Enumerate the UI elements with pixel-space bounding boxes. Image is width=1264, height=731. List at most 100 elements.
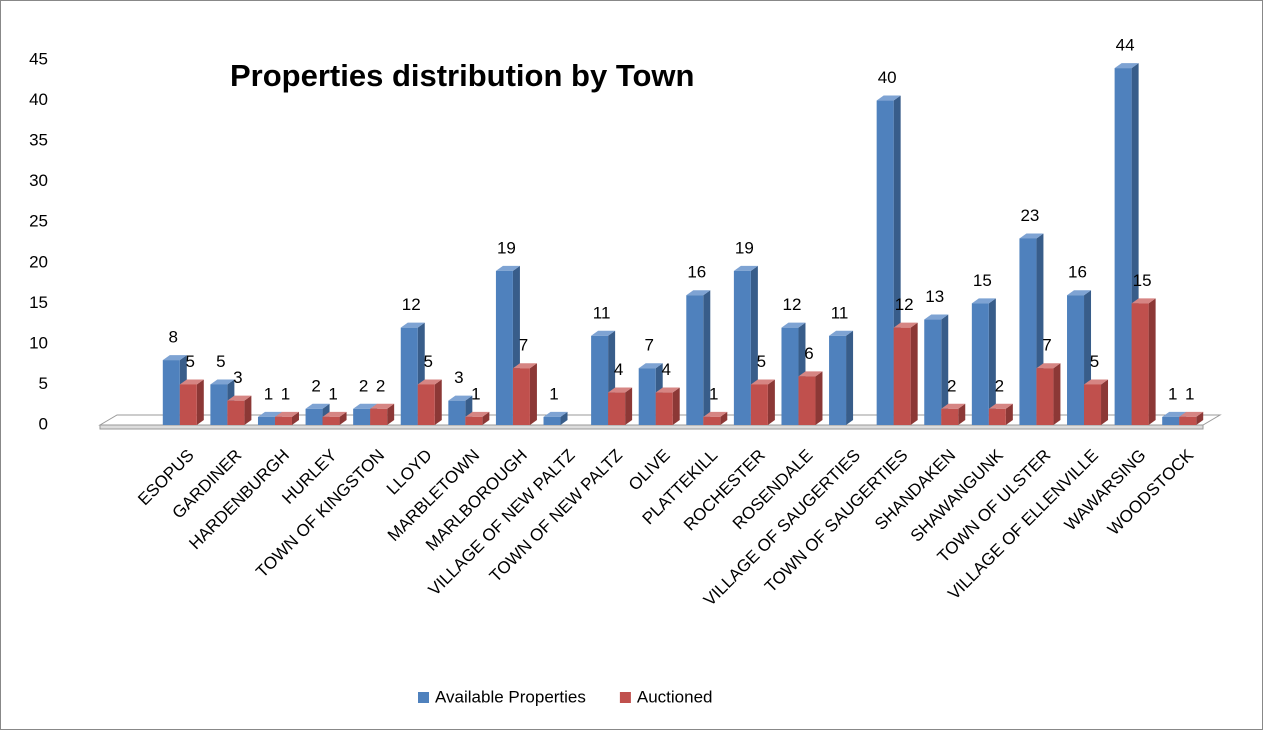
value-label: 2 bbox=[359, 376, 368, 395]
chart-title: Properties distribution by Town bbox=[230, 58, 694, 93]
bar bbox=[512, 363, 537, 425]
bar-side bbox=[482, 411, 490, 425]
bar bbox=[543, 411, 568, 425]
bar-side bbox=[387, 403, 395, 425]
bar-side bbox=[941, 314, 949, 425]
bar-top bbox=[591, 330, 616, 336]
bar-top bbox=[829, 330, 854, 336]
value-label: 2 bbox=[311, 376, 320, 395]
value-label: 4 bbox=[614, 360, 623, 379]
bar-front bbox=[257, 416, 275, 425]
value-label: 7 bbox=[1042, 336, 1051, 355]
bar-top bbox=[1084, 379, 1109, 385]
value-label: 1 bbox=[1185, 384, 1194, 403]
bar bbox=[829, 330, 854, 425]
bar-front bbox=[353, 408, 371, 425]
bar-top bbox=[1162, 411, 1187, 417]
bar-front bbox=[1179, 416, 1197, 425]
bar-front bbox=[971, 303, 989, 425]
bar-front bbox=[305, 408, 323, 425]
bar bbox=[988, 403, 1013, 425]
bar-top bbox=[988, 403, 1013, 409]
bar-front bbox=[1084, 384, 1102, 425]
bar-front bbox=[1019, 238, 1037, 425]
bar bbox=[703, 411, 728, 425]
value-label: 1 bbox=[1168, 384, 1177, 403]
value-label: 4 bbox=[661, 360, 670, 379]
bar bbox=[924, 314, 949, 425]
value-label: 2 bbox=[995, 376, 1004, 395]
bar-top bbox=[370, 403, 395, 409]
bar-top bbox=[417, 379, 442, 385]
bar-top bbox=[465, 411, 490, 417]
bar-front bbox=[733, 270, 751, 425]
bar-front bbox=[798, 376, 816, 425]
y-tick-label: 10 bbox=[29, 333, 48, 352]
bar-front bbox=[638, 368, 656, 425]
bar-side bbox=[196, 379, 204, 425]
bar bbox=[179, 379, 204, 425]
bar-side bbox=[958, 403, 966, 425]
bar-top bbox=[941, 403, 966, 409]
value-label: 5 bbox=[186, 352, 195, 371]
bar bbox=[750, 379, 775, 425]
bar-top bbox=[1067, 290, 1092, 296]
value-label: 1 bbox=[264, 384, 273, 403]
value-label: 12 bbox=[402, 295, 421, 314]
bar-side bbox=[625, 387, 633, 425]
y-tick-label: 20 bbox=[29, 252, 48, 271]
bar-front bbox=[274, 416, 292, 425]
bar-front bbox=[1131, 303, 1149, 425]
legend-label: Auctioned bbox=[637, 687, 713, 706]
value-label: 12 bbox=[895, 295, 914, 314]
value-label: 11 bbox=[593, 303, 611, 322]
value-label: 1 bbox=[549, 384, 558, 403]
bar-top bbox=[257, 411, 282, 417]
bar-front bbox=[1114, 68, 1132, 425]
value-label: 19 bbox=[497, 238, 516, 257]
value-label: 40 bbox=[878, 68, 897, 87]
bar-front bbox=[495, 270, 513, 425]
value-label: 15 bbox=[973, 271, 992, 290]
y-tick-label: 25 bbox=[29, 212, 48, 231]
bar-side bbox=[815, 371, 823, 425]
bar-front bbox=[686, 295, 704, 425]
bar bbox=[227, 395, 252, 425]
bar-front bbox=[210, 384, 228, 425]
bar-side bbox=[1005, 403, 1013, 425]
bar-top bbox=[543, 411, 568, 417]
bar-front bbox=[924, 319, 942, 425]
bar-top bbox=[1114, 63, 1139, 69]
bar-front bbox=[876, 100, 894, 426]
bar-side bbox=[244, 395, 252, 425]
bar-top bbox=[893, 322, 918, 328]
bar-side bbox=[529, 363, 537, 425]
value-label: 8 bbox=[169, 328, 178, 347]
bar bbox=[798, 371, 823, 425]
bar-top bbox=[1179, 411, 1204, 417]
bar-side bbox=[720, 411, 728, 425]
bar-side bbox=[1053, 363, 1061, 425]
bar-front bbox=[893, 327, 911, 425]
bar-top bbox=[924, 314, 949, 320]
y-tick-label: 35 bbox=[29, 131, 48, 150]
bar-front bbox=[179, 384, 197, 425]
value-label: 1 bbox=[328, 384, 337, 403]
value-label: 23 bbox=[1020, 206, 1039, 225]
value-label: 5 bbox=[1090, 352, 1099, 371]
bar-front bbox=[941, 408, 959, 425]
bar-top bbox=[210, 379, 235, 385]
bar-top bbox=[750, 379, 775, 385]
bar bbox=[893, 322, 918, 425]
y-tick-label: 30 bbox=[29, 171, 48, 190]
bar-side bbox=[672, 387, 680, 425]
bar-side bbox=[767, 379, 775, 425]
bar-front bbox=[543, 416, 561, 425]
value-label: 2 bbox=[947, 376, 956, 395]
bar-front bbox=[322, 416, 340, 425]
bar-side bbox=[560, 411, 568, 425]
bar-front bbox=[227, 400, 245, 425]
bar-top bbox=[1131, 298, 1156, 304]
bar-front bbox=[750, 384, 768, 425]
